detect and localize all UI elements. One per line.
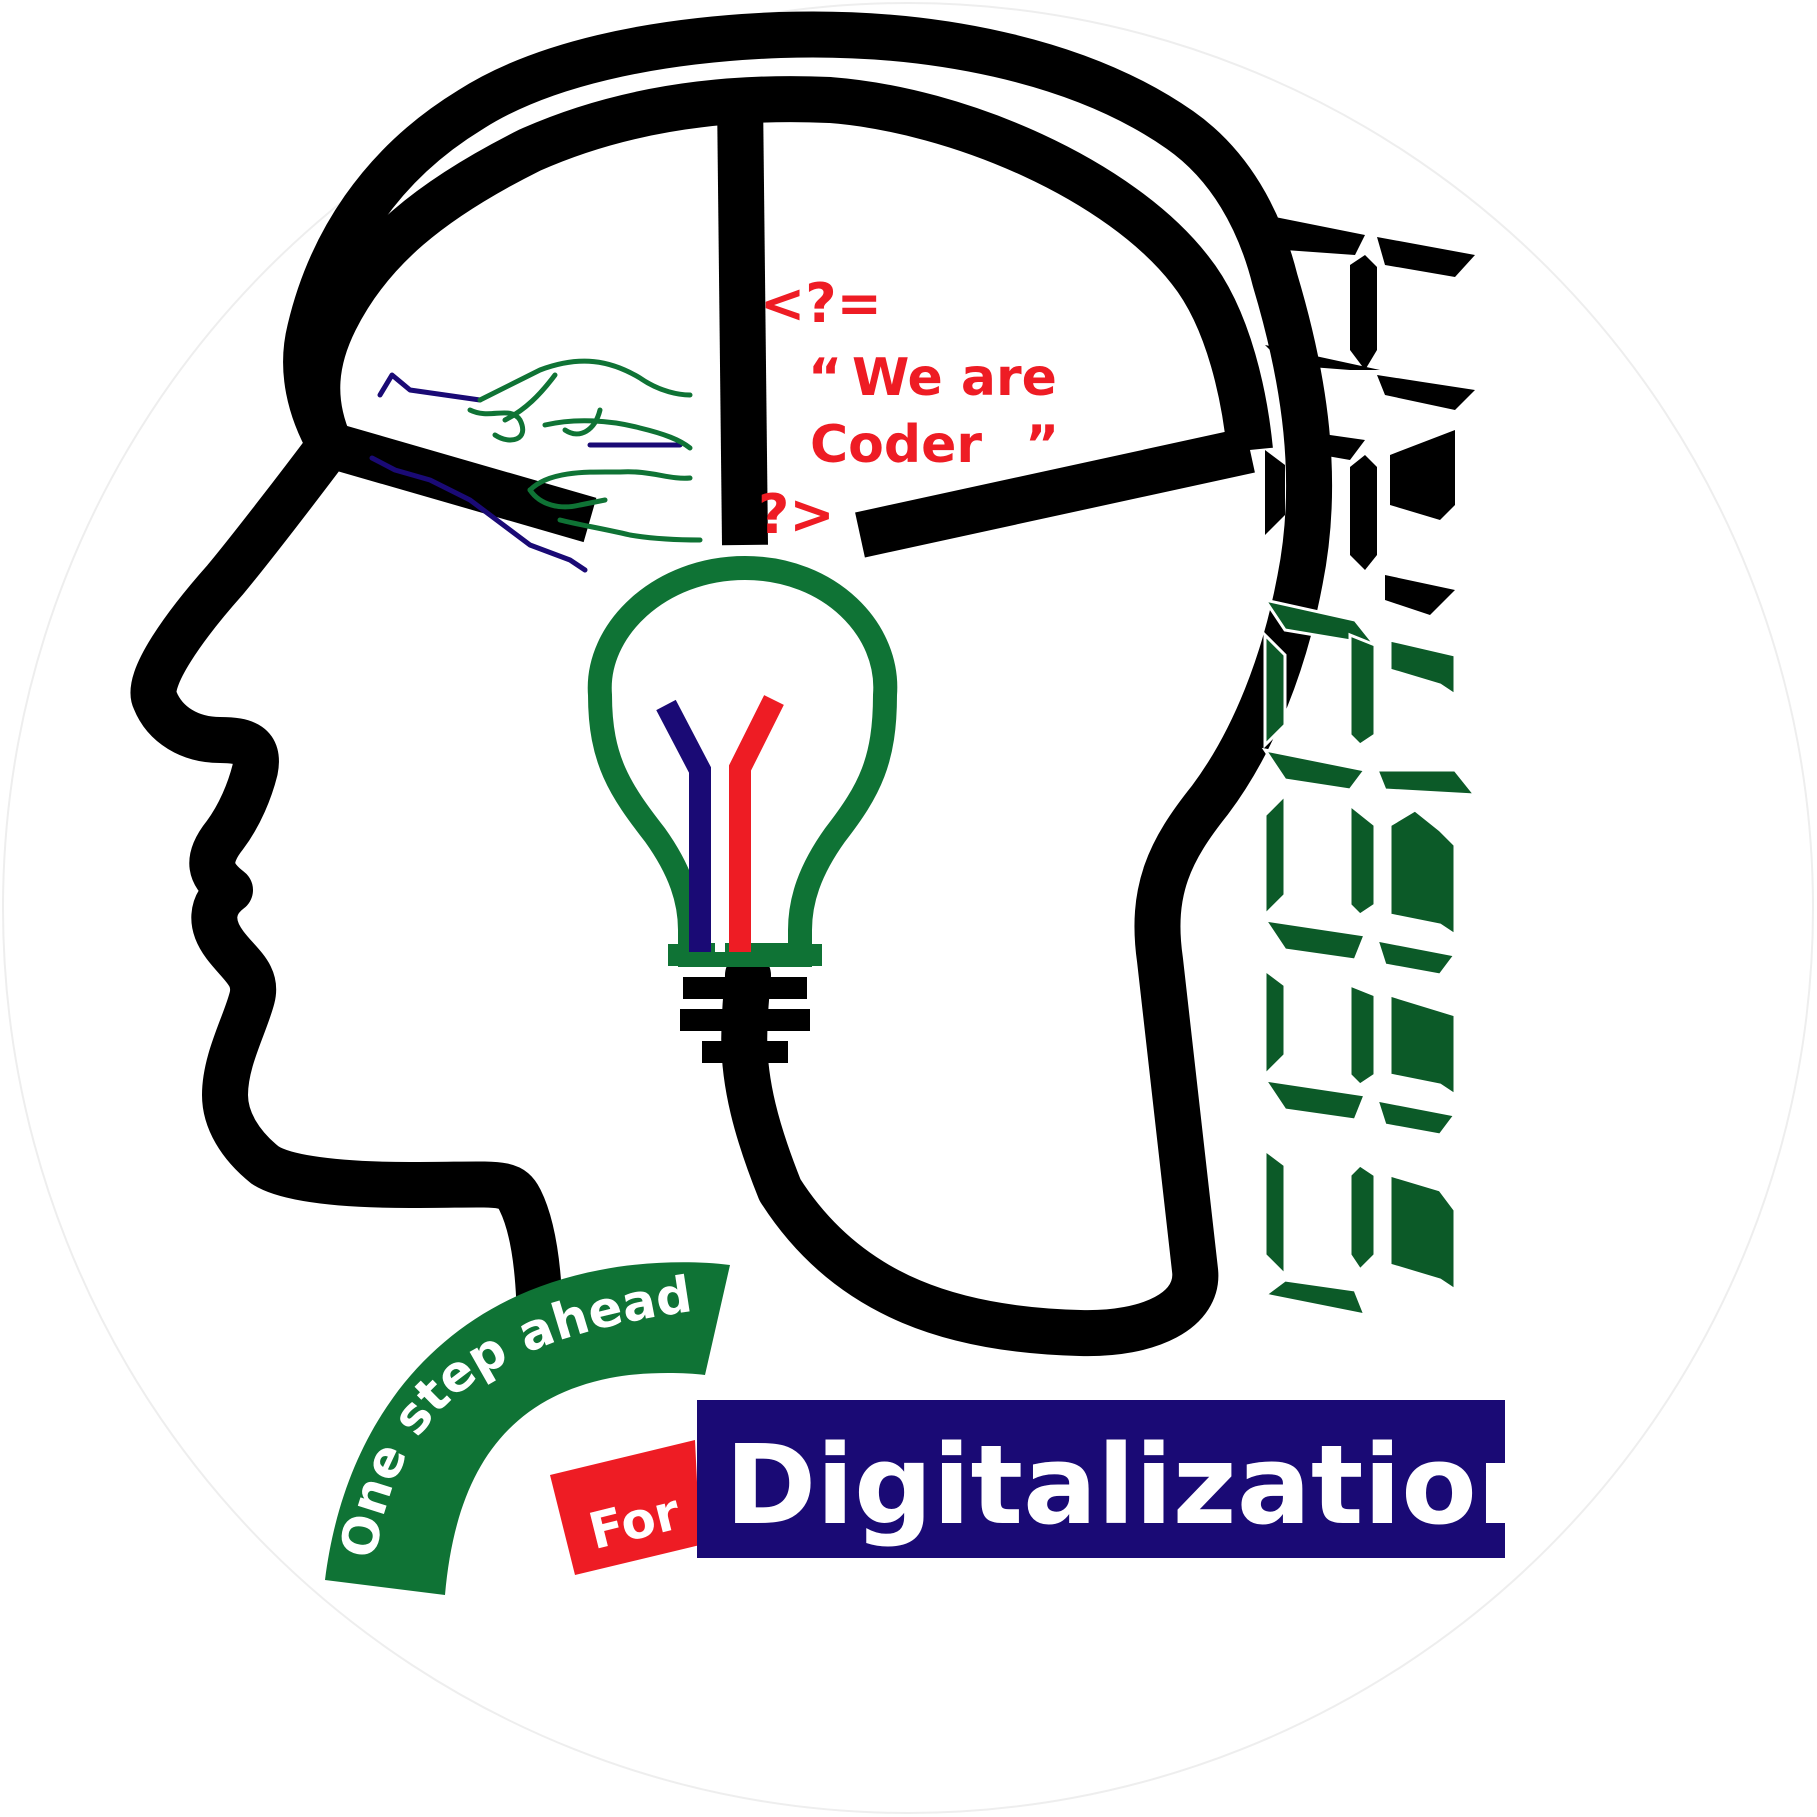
brand-letter-s bbox=[1261, 1147, 1457, 1318]
tagline-main: Digitalization bbox=[725, 1421, 1555, 1549]
brand-letter-h2 bbox=[1261, 597, 1479, 797]
code-open-tag: <?= bbox=[760, 272, 882, 335]
code-close-tag: ?> bbox=[758, 483, 835, 546]
light-bulb-icon bbox=[587, 555, 898, 1063]
tagline-arc-band bbox=[325, 1262, 730, 1595]
quote-open: “ bbox=[808, 348, 842, 408]
brand-letter-e bbox=[1265, 430, 1455, 615]
brand-letter-b bbox=[1261, 791, 1458, 977]
code-snippet: <?= “ We are Coder ” ?> bbox=[758, 272, 1059, 546]
typing-hands-icon bbox=[369, 358, 703, 573]
brand-letter-h bbox=[1265, 215, 1475, 410]
tagline-main-band bbox=[697, 1400, 1505, 1558]
head-outline bbox=[130, 11, 1333, 1358]
brand-letter-b2 bbox=[1261, 967, 1458, 1137]
quote-line2: Coder bbox=[810, 415, 982, 475]
brand-word bbox=[1261, 215, 1479, 1318]
quote-close: ” bbox=[1025, 415, 1059, 475]
quote-line1: We are bbox=[852, 348, 1057, 408]
tagline-for-band bbox=[550, 1440, 700, 1575]
tagline: One step ahead For Digitalization bbox=[325, 1262, 1555, 1595]
